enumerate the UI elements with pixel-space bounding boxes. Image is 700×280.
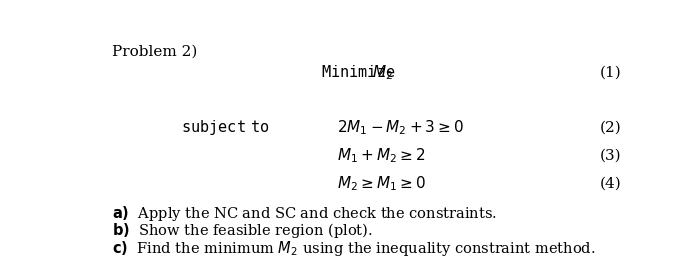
Text: $\mathtt{subject\ to}$: $\mathtt{subject\ to}$ <box>181 118 270 137</box>
Text: (3): (3) <box>600 148 622 162</box>
Text: $\bf{a)}$  Apply the NC and SC and check the constraints.: $\bf{a)}$ Apply the NC and SC and check … <box>112 204 497 223</box>
Text: (1): (1) <box>600 66 622 80</box>
Text: Problem 2): Problem 2) <box>112 44 197 59</box>
Text: $\bf{b)}$  Show the feasible region (plot).: $\bf{b)}$ Show the feasible region (plot… <box>112 221 372 240</box>
Text: $M_2$: $M_2$ <box>372 63 393 82</box>
Text: $M_1 + M_2 \geq 2$: $M_1 + M_2 \geq 2$ <box>337 146 426 165</box>
Text: (4): (4) <box>600 176 622 190</box>
Text: $\mathtt{Minimize}$: $\mathtt{Minimize}$ <box>321 64 396 80</box>
Text: $\bf{c)}$  Find the minimum $M_2$ using the inequality constraint method.: $\bf{c)}$ Find the minimum $M_2$ using t… <box>112 239 596 258</box>
Text: (2): (2) <box>600 120 622 134</box>
Text: $2M_1 - M_2 + 3 \geq 0$: $2M_1 - M_2 + 3 \geq 0$ <box>337 118 464 137</box>
Text: $M_2 \geq M_1 \geq 0$: $M_2 \geq M_1 \geq 0$ <box>337 174 426 193</box>
